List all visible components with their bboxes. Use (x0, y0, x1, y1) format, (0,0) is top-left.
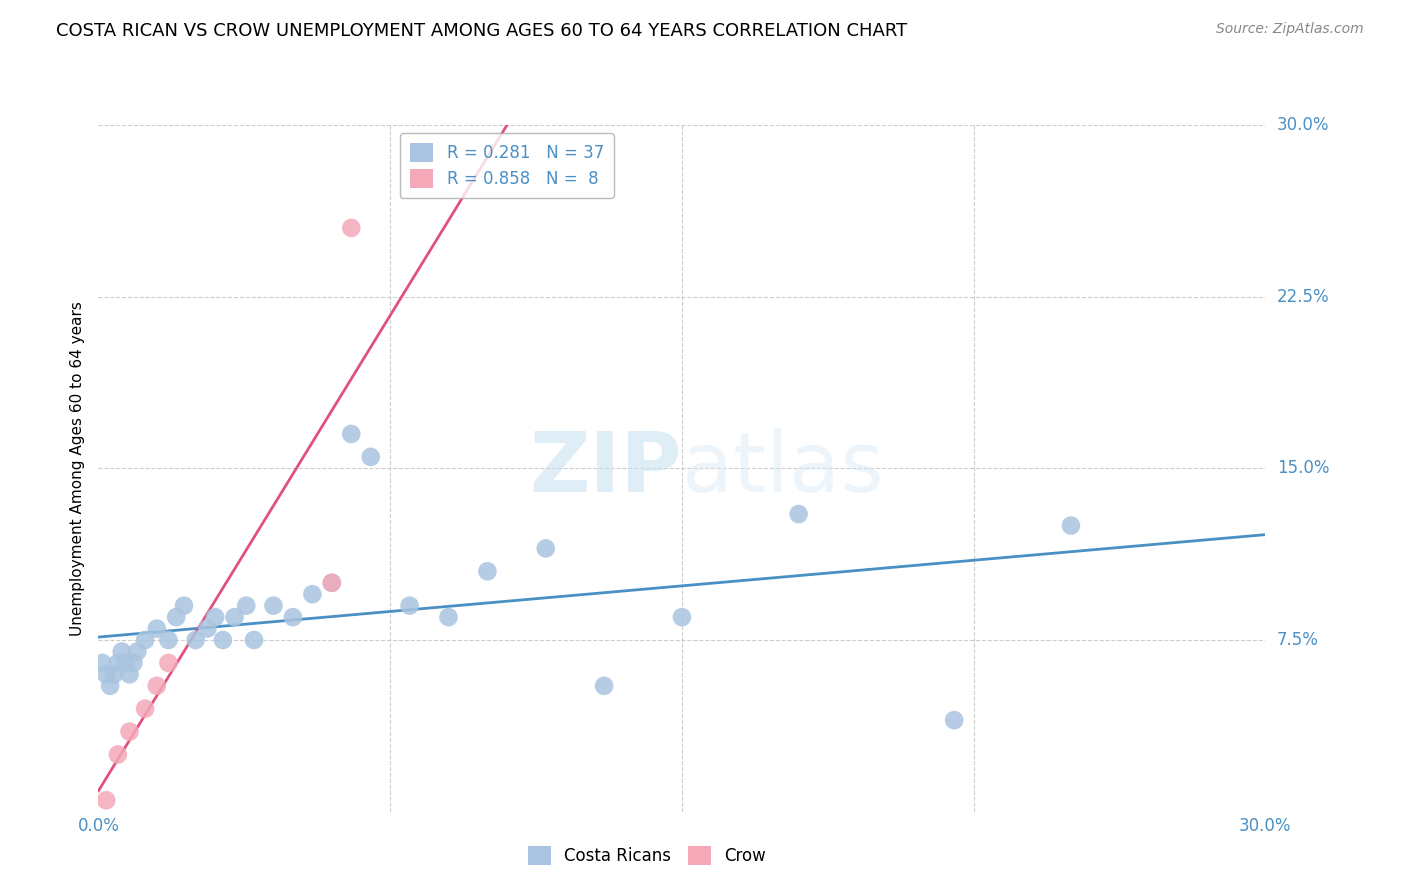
Point (157, 633, 180, 648)
Text: ZIP: ZIP (530, 428, 682, 508)
Point (157, 656, 180, 670)
Point (146, 622, 169, 636)
Point (165, 610, 187, 624)
Point (340, 426, 363, 441)
Point (671, 610, 693, 624)
Point (173, 599, 195, 613)
Point (107, 747, 129, 762)
Text: 30.0%: 30.0% (1277, 116, 1329, 134)
Point (91, 656, 114, 670)
Point (321, 575, 343, 590)
Point (235, 599, 257, 613)
Point (122, 656, 145, 670)
Point (184, 633, 207, 648)
Point (212, 633, 235, 648)
Point (96, 667, 118, 681)
Point (204, 610, 226, 624)
Point (134, 633, 156, 648)
Point (1060, 518, 1083, 533)
Text: Source: ZipAtlas.com: Source: ZipAtlas.com (1216, 22, 1364, 37)
Point (98, 679, 121, 693)
Point (398, 599, 420, 613)
Point (301, 587, 323, 601)
Y-axis label: Unemployment Among Ages 60 to 64 years: Unemployment Among Ages 60 to 64 years (69, 301, 84, 636)
Point (107, 656, 129, 670)
Text: atlas: atlas (682, 428, 883, 508)
Point (943, 713, 966, 727)
Point (118, 724, 141, 739)
Point (111, 644, 134, 658)
Point (103, 667, 125, 681)
Point (114, 656, 136, 670)
Point (224, 610, 246, 624)
Text: 22.5%: 22.5% (1277, 287, 1329, 306)
Legend: Costa Ricans, Crow: Costa Ricans, Crow (520, 839, 773, 872)
Text: 15.0%: 15.0% (1277, 459, 1329, 477)
Point (134, 701, 156, 715)
Point (360, 450, 382, 464)
Text: 7.5%: 7.5% (1277, 631, 1319, 649)
Point (262, 599, 284, 613)
Point (146, 679, 169, 693)
Point (127, 644, 149, 658)
Point (243, 633, 266, 648)
Point (593, 679, 616, 693)
Point (534, 541, 557, 556)
Point (477, 565, 499, 579)
Point (787, 507, 810, 521)
Point (96, 793, 118, 807)
Point (437, 610, 460, 624)
Point (195, 622, 218, 636)
Text: COSTA RICAN VS CROW UNEMPLOYMENT AMONG AGES 60 TO 64 YEARS CORRELATION CHART: COSTA RICAN VS CROW UNEMPLOYMENT AMONG A… (56, 22, 907, 40)
Point (118, 667, 141, 681)
Point (321, 575, 343, 590)
Point (340, 221, 363, 235)
Point (281, 610, 304, 624)
